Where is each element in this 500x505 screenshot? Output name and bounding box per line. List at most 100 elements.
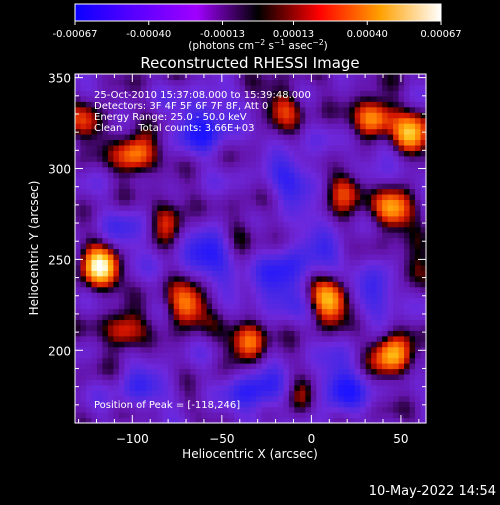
heatmap-cell: [179, 133, 186, 141]
heatmap-cell: [266, 406, 274, 413]
heatmap-cell: [135, 237, 142, 244]
heatmap-cell: [288, 297, 295, 304]
heatmap-cell: [162, 150, 169, 157]
heatmap-cell: [80, 166, 87, 173]
heatmap-cell: [184, 144, 191, 151]
heatmap-cell: [151, 123, 158, 130]
heatmap-cell: [124, 117, 131, 124]
heatmap-cell: [398, 232, 405, 239]
heatmap-cell: [283, 335, 290, 342]
heatmap-cell: [151, 215, 158, 222]
heatmap-cell: [371, 335, 378, 342]
heatmap-cell: [228, 215, 235, 222]
heatmap-cell: [305, 368, 312, 375]
heatmap-cell: [217, 395, 224, 402]
heatmap-cell: [376, 221, 383, 228]
heatmap-cell: [140, 112, 147, 119]
heatmap-cell: [349, 253, 356, 260]
heatmap-cell: [316, 379, 323, 386]
heatmap-cell: [85, 313, 93, 320]
heatmap-cell: [162, 368, 169, 375]
heatmap-cell: [157, 379, 164, 386]
heatmap-cell: [245, 128, 252, 135]
heatmap-cell: [234, 303, 241, 310]
heatmap-cell: [360, 144, 367, 151]
heatmap-cell: [387, 123, 394, 130]
heatmap-cell: [113, 226, 120, 233]
heatmap-cell: [102, 368, 109, 375]
heatmap-cell: [223, 313, 230, 320]
heatmap-cell: [140, 90, 147, 97]
heatmap-cell: [107, 237, 114, 244]
heatmap-cell: [283, 117, 290, 124]
heatmap-cell: [277, 243, 284, 250]
heatmap-cell: [266, 221, 274, 228]
heatmap-cell: [316, 128, 323, 135]
heatmap-cell: [354, 166, 361, 173]
heatmap-cell: [102, 128, 109, 135]
heatmap-cell: [299, 90, 306, 97]
heatmap-cell: [217, 237, 224, 244]
heatmap-cell: [321, 253, 328, 260]
heatmap-cell: [365, 275, 372, 282]
heatmap-cell: [420, 259, 427, 266]
heatmap-cell: [239, 275, 246, 282]
heatmap-cell: [272, 319, 279, 326]
heatmap-cell: [338, 330, 345, 337]
heatmap-cell: [206, 330, 213, 337]
heatmap-cell: [140, 232, 147, 239]
heatmap-cell: [354, 390, 361, 397]
heatmap-cell: [135, 232, 142, 239]
heatmap-cell: [96, 373, 104, 380]
heatmap-cell: [113, 232, 120, 239]
heatmap-cell: [195, 95, 202, 102]
heatmap-cell: [250, 161, 257, 168]
heatmap-cell: [250, 330, 257, 337]
heatmap-cell: [179, 303, 186, 310]
heatmap-cell: [85, 308, 93, 315]
heatmap-cell: [124, 275, 131, 282]
heatmap-cell: [239, 237, 246, 244]
heatmap-cell: [310, 90, 317, 97]
heatmap-cell: [245, 139, 252, 146]
heatmap-cell: [387, 188, 394, 195]
heatmap-cell: [299, 253, 306, 260]
heatmap-cell: [140, 166, 147, 173]
heatmap-cell: [299, 259, 306, 266]
heatmap-cell: [255, 286, 263, 293]
heatmap-cell: [151, 193, 158, 201]
heatmap-cell: [85, 237, 93, 244]
heatmap-cell: [151, 177, 158, 184]
heatmap-cell: [354, 144, 361, 151]
heatmap-cell: [140, 106, 147, 113]
heatmap-cell: [305, 84, 312, 91]
heatmap-cell: [80, 139, 87, 146]
heatmap-cell: [277, 346, 284, 353]
heatmap-cell: [272, 210, 279, 217]
heatmap-cell: [151, 417, 158, 424]
heatmap-cell: [393, 90, 400, 97]
heatmap-cell: [157, 286, 164, 293]
heatmap-cell: [387, 330, 394, 337]
heatmap-cell: [162, 199, 169, 206]
heatmap-cell: [129, 150, 136, 157]
heatmap-cell: [387, 74, 394, 81]
heatmap-cell: [118, 155, 125, 162]
heatmap-cell: [420, 123, 427, 130]
heatmap-cell: [338, 172, 345, 179]
heatmap-cell: [393, 144, 400, 151]
heatmap-cell: [91, 210, 98, 217]
heatmap-cell: [261, 259, 268, 266]
heatmap-cell: [184, 324, 191, 331]
heatmap-cell: [217, 101, 224, 108]
heatmap-cell: [365, 221, 372, 228]
heatmap-cell: [415, 79, 422, 86]
heatmap-cell: [321, 395, 328, 402]
heatmap-cell: [195, 106, 202, 113]
heatmap-cell: [294, 412, 301, 419]
heatmap-cell: [157, 270, 164, 277]
heatmap-cell: [349, 346, 356, 353]
heatmap-cell: [398, 286, 405, 293]
heatmap-cell: [409, 363, 416, 370]
heatmap-cell: [102, 106, 109, 113]
